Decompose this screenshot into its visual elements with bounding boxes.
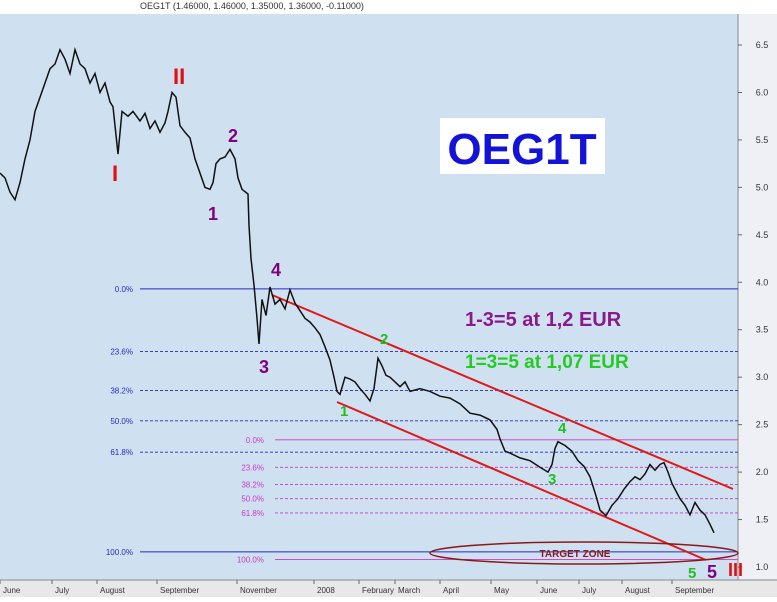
x-axis: June July August September November 2008 Febru… — [0, 580, 714, 595]
chart-header: OEG1T (1.46000, 1.46000, 1.35000, 1.3600… — [140, 1, 364, 11]
y-tick-label: 3.0 — [756, 372, 769, 382]
x-tick-label: July — [55, 586, 69, 595]
fib-primary-label: 23.6% — [110, 348, 133, 357]
fib-primary-label: 61.8% — [110, 448, 133, 457]
fib-secondary-label: 100.0% — [237, 555, 264, 564]
y-tick-label: 6.5 — [756, 40, 769, 50]
fib-secondary-label: 50.0% — [241, 495, 264, 504]
fib-secondary-label: 0.0% — [246, 436, 264, 445]
x-tick-label: September — [675, 586, 714, 595]
y-tick-label: 5.5 — [756, 135, 769, 145]
wave-label: 2 — [380, 331, 388, 348]
wave-label: II — [173, 64, 185, 89]
wave-labels: I II 1 2 3 4 1 2 3 4 5 5 III — [112, 64, 743, 582]
y-tick-label: 1.0 — [756, 562, 769, 572]
plot-area — [0, 14, 738, 580]
trend-channel — [271, 294, 734, 561]
wave-label: 1 — [208, 204, 218, 224]
fib-secondary-label: 61.8% — [241, 509, 264, 518]
title-box — [440, 118, 605, 174]
wave-label: 5 — [707, 562, 717, 582]
fibonacci-levels: 0.0% 23.6% 38.2% 50.0% 61.8% 100.0% 0.0% 23.6% 3… — [106, 285, 738, 564]
annotation-green: 1=3=5 at 1,07 EUR — [465, 352, 629, 373]
y-axis: 6.5 6.0 5.5 5.0 4.5 4.0 3.5 3.0 2.5 2.0 1.5 1.0 — [738, 40, 768, 572]
wave-label: 1 — [340, 403, 348, 420]
y-tick-label: 5.0 — [756, 182, 769, 192]
fib-primary-label: 100.0% — [106, 548, 133, 557]
wave-label: 3 — [259, 357, 269, 377]
wave-label: I — [112, 161, 118, 186]
x-tick-label: August — [100, 586, 126, 595]
y-tick-label: 3.5 — [756, 325, 769, 335]
x-tick-label: June — [540, 586, 558, 595]
lower-channel-line — [336, 401, 707, 561]
y-tick-label: 2.5 — [756, 420, 769, 430]
wave-label: 5 — [688, 565, 696, 582]
chart-title: OEG1T — [447, 125, 596, 174]
x-tick-label: March — [398, 586, 420, 595]
price-axis-panel — [738, 14, 777, 580]
wave-label: 4 — [271, 260, 281, 280]
y-tick-label: 6.0 — [756, 87, 769, 97]
x-tick-label: 2008 — [317, 586, 335, 595]
x-tick-label: July — [582, 586, 596, 595]
wave-label: 2 — [228, 126, 238, 146]
wave-label: 4 — [558, 420, 567, 437]
fib-primary-label: 50.0% — [110, 417, 133, 426]
y-tick-label: 4.5 — [756, 230, 769, 240]
fib-secondary-label: 23.6% — [241, 463, 264, 472]
x-tick-label: November — [240, 586, 277, 595]
target-zone-label: TARGET ZONE — [540, 549, 611, 560]
y-tick-label: 1.5 — [756, 515, 769, 525]
date-axis-panel — [0, 580, 777, 597]
x-tick-label: February — [362, 586, 394, 595]
x-tick-label: June — [3, 586, 21, 595]
x-tick-label: September — [160, 586, 199, 595]
upper-channel-line — [271, 294, 734, 490]
wave-label: III — [728, 560, 743, 580]
x-tick-label: May — [494, 586, 509, 595]
x-tick-label: August — [625, 586, 651, 595]
y-tick-label: 2.0 — [756, 467, 769, 477]
fib-secondary-label: 38.2% — [241, 480, 264, 489]
fib-primary-label: 0.0% — [115, 285, 133, 294]
annotation-purple: 1-3=5 at 1,2 EUR — [465, 309, 622, 331]
fib-primary-label: 38.2% — [110, 386, 133, 395]
x-tick-label: April — [443, 586, 459, 595]
price-line — [0, 46, 715, 534]
target-zone-ellipse — [429, 541, 739, 565]
wave-label: 3 — [548, 471, 556, 488]
y-tick-label: 4.0 — [756, 277, 769, 287]
